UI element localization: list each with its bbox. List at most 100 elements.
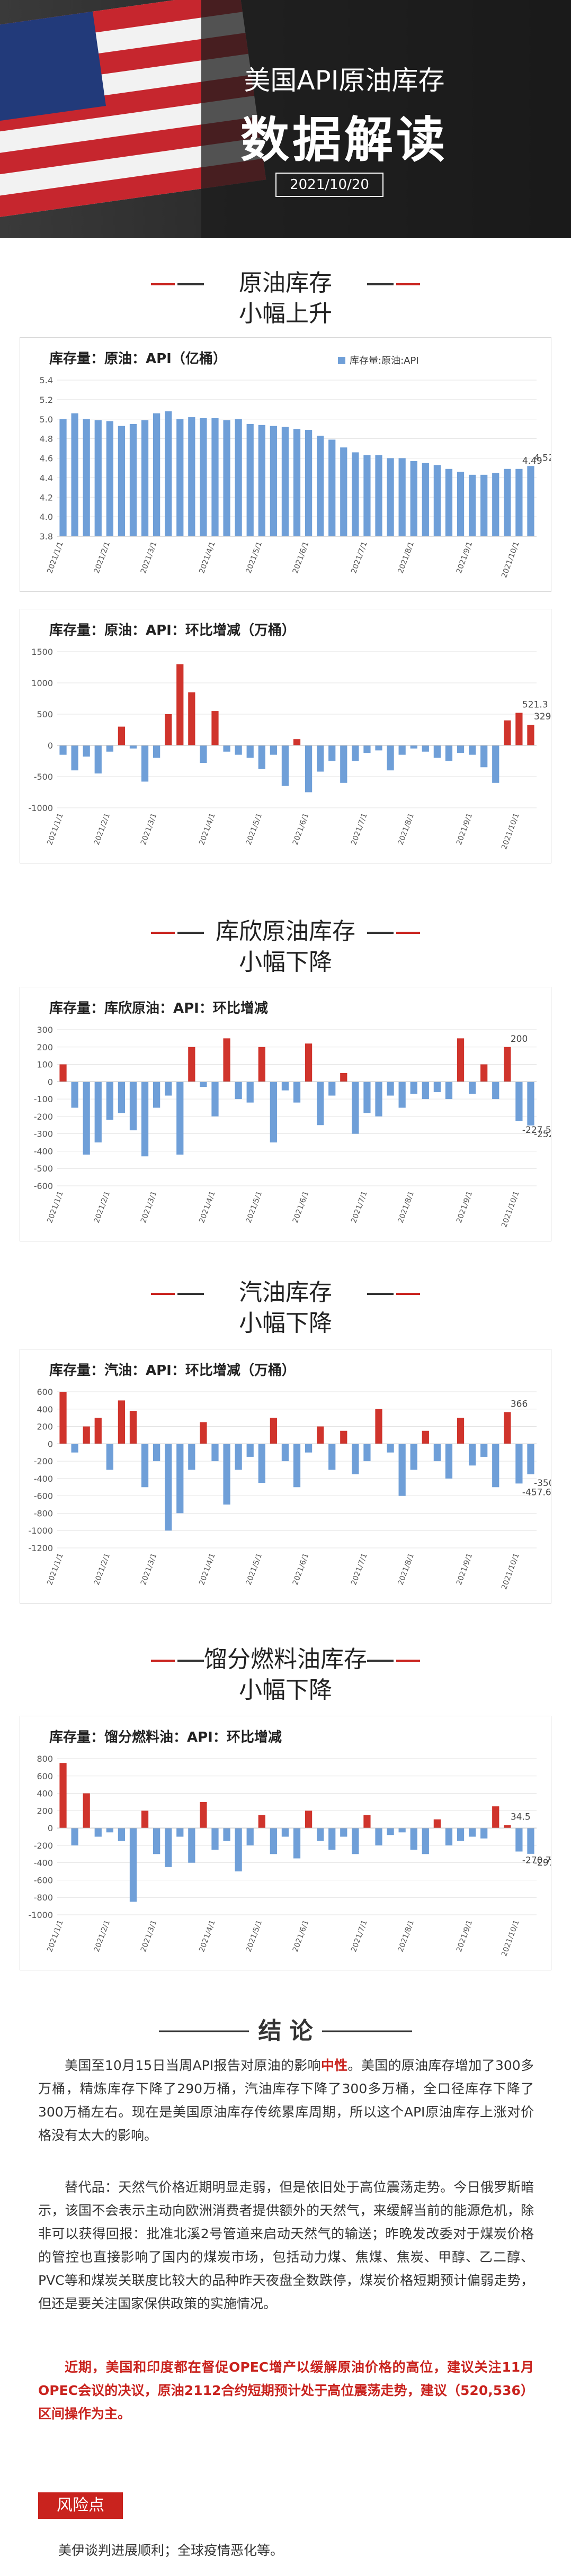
- x-tick-label: 2021/2/1: [93, 541, 112, 575]
- bar: [410, 745, 417, 749]
- y-tick-label: 1000: [31, 678, 53, 688]
- x-tick-label: 2021/8/1: [396, 541, 416, 575]
- y-tick-label: -1200: [29, 1543, 53, 1553]
- y-tick-label: 5.2: [40, 395, 53, 405]
- bar: [387, 1828, 394, 1835]
- section-title: 汽油库存: [239, 1279, 332, 1306]
- x-tick-label: 2021/7/1: [350, 812, 369, 846]
- y-tick-label: -800: [34, 1893, 53, 1903]
- x-tick-label: 2021/4/1: [198, 541, 217, 575]
- bar: [328, 745, 336, 761]
- x-tick-label: 2021/6/1: [291, 812, 311, 846]
- section-heading: 库欣原油库存 小幅下降: [0, 916, 571, 979]
- section-heading: 原油库存 小幅上升: [0, 267, 571, 331]
- x-tick-label: 2021/3/1: [139, 1919, 159, 1953]
- header-art: [0, 0, 571, 238]
- chart-box: 库存量：汽油：API：环比增减（万桶） -1200 -1000 -800 -600 -40…: [20, 1349, 551, 1604]
- bar: [281, 1828, 289, 1837]
- bar: [410, 1828, 417, 1850]
- x-tick-label: 2021/9/1: [455, 812, 475, 846]
- bar: [375, 1409, 382, 1444]
- bar: [258, 1047, 265, 1082]
- bar: [141, 1444, 149, 1488]
- data-label: -297.4: [534, 1858, 551, 1868]
- bar: [94, 1828, 102, 1837]
- bar: [153, 413, 160, 536]
- bar: [305, 1444, 313, 1453]
- bar: [83, 1082, 90, 1155]
- bar: [94, 420, 102, 536]
- chart-box: 库存量：原油：API（亿桶） 3.8 4.0 4.2 4.4 4.6 4.8 5.0 5.2 5.…: [20, 337, 551, 592]
- x-tick-label: 2021/10/1: [500, 1190, 521, 1229]
- bar: [223, 1038, 230, 1082]
- bar: [480, 1828, 488, 1839]
- bar: [504, 1412, 511, 1444]
- bar: [515, 713, 523, 745]
- bar: [106, 745, 113, 752]
- legend-swatch: [338, 357, 345, 364]
- bar: [375, 455, 382, 536]
- bar: [527, 725, 534, 745]
- data-label: 34.5: [511, 1812, 531, 1822]
- y-tick-label: 400: [37, 1404, 53, 1415]
- bar: [468, 1828, 476, 1837]
- bar: [293, 429, 301, 536]
- x-tick-label: 2021/4/1: [198, 1190, 217, 1224]
- bar: [422, 463, 429, 536]
- x-tick-label: 2021/1/1: [46, 1552, 65, 1587]
- bar: [59, 1392, 67, 1444]
- conclusion-lines: [159, 2030, 412, 2032]
- bar: [352, 745, 359, 761]
- bar: [258, 1815, 265, 1829]
- bar: [328, 1082, 336, 1096]
- bar: [422, 1430, 429, 1444]
- bar: [188, 1444, 195, 1470]
- y-tick-label: -200: [34, 1841, 53, 1851]
- x-tick-label: 2021/7/1: [350, 1919, 369, 1953]
- bar: [317, 745, 324, 772]
- bar: [352, 1828, 359, 1854]
- chart-title: 库存量：库欣原油：API：环比增减: [49, 1000, 268, 1016]
- bar: [340, 1430, 347, 1444]
- y-tick-label: -300: [34, 1129, 53, 1139]
- bar: [457, 745, 465, 753]
- bar: [515, 1828, 523, 1852]
- bar: [141, 1811, 149, 1829]
- x-tick-label: 2021/8/1: [396, 1190, 416, 1224]
- bar: [106, 1444, 113, 1470]
- data-label: -350.6: [534, 1478, 551, 1489]
- bar: [246, 1082, 254, 1103]
- x-tick-label: 2021/10/1: [500, 541, 521, 579]
- bar: [246, 745, 254, 758]
- y-tick-label: 0: [48, 741, 53, 751]
- bar: [375, 745, 382, 751]
- bar: [94, 1418, 102, 1444]
- bar: [328, 439, 336, 536]
- bar: [129, 745, 137, 749]
- bar: [281, 1444, 289, 1462]
- bar: [71, 413, 78, 536]
- bar: [223, 420, 230, 536]
- y-tick-label: -600: [34, 1181, 53, 1191]
- bar: [281, 745, 289, 786]
- conclusion-heading: 结 论: [0, 2014, 571, 2048]
- bar: [398, 745, 406, 755]
- bar: [235, 745, 242, 755]
- bar: [457, 1418, 465, 1444]
- bar: [235, 419, 242, 536]
- bar: [59, 419, 67, 536]
- bar: [59, 1763, 67, 1829]
- chart: 库存量：库欣原油：API：环比增减 -600 -500 -400 -300 -200 -10…: [34, 1000, 551, 1229]
- y-tick-label: -100: [34, 1094, 53, 1104]
- chart: 库存量：馏分燃料油：API：环比增减 -1000 -800 -600 -400 -200 0…: [29, 1729, 551, 1958]
- bar: [375, 1082, 382, 1116]
- bar: [398, 1444, 406, 1496]
- paragraph: 美国至10月15日当周API报告对原油的影响中性。美国的原油库存增加了300多万…: [38, 2054, 534, 2147]
- section-heading: 馏分燃料油库存 小幅下降: [0, 1644, 571, 1707]
- bar: [270, 745, 277, 755]
- text: 。美国的原油库存增加了300多万桶，精炼库存下降了290万桶，汽油库存下降了30…: [38, 2058, 534, 2143]
- chart-box: 库存量：库欣原油：API：环比增减 -600 -500 -400 -300 -200 -10…: [20, 987, 551, 1241]
- bar: [165, 1444, 172, 1531]
- bar: [71, 1082, 78, 1108]
- bar: [504, 469, 511, 536]
